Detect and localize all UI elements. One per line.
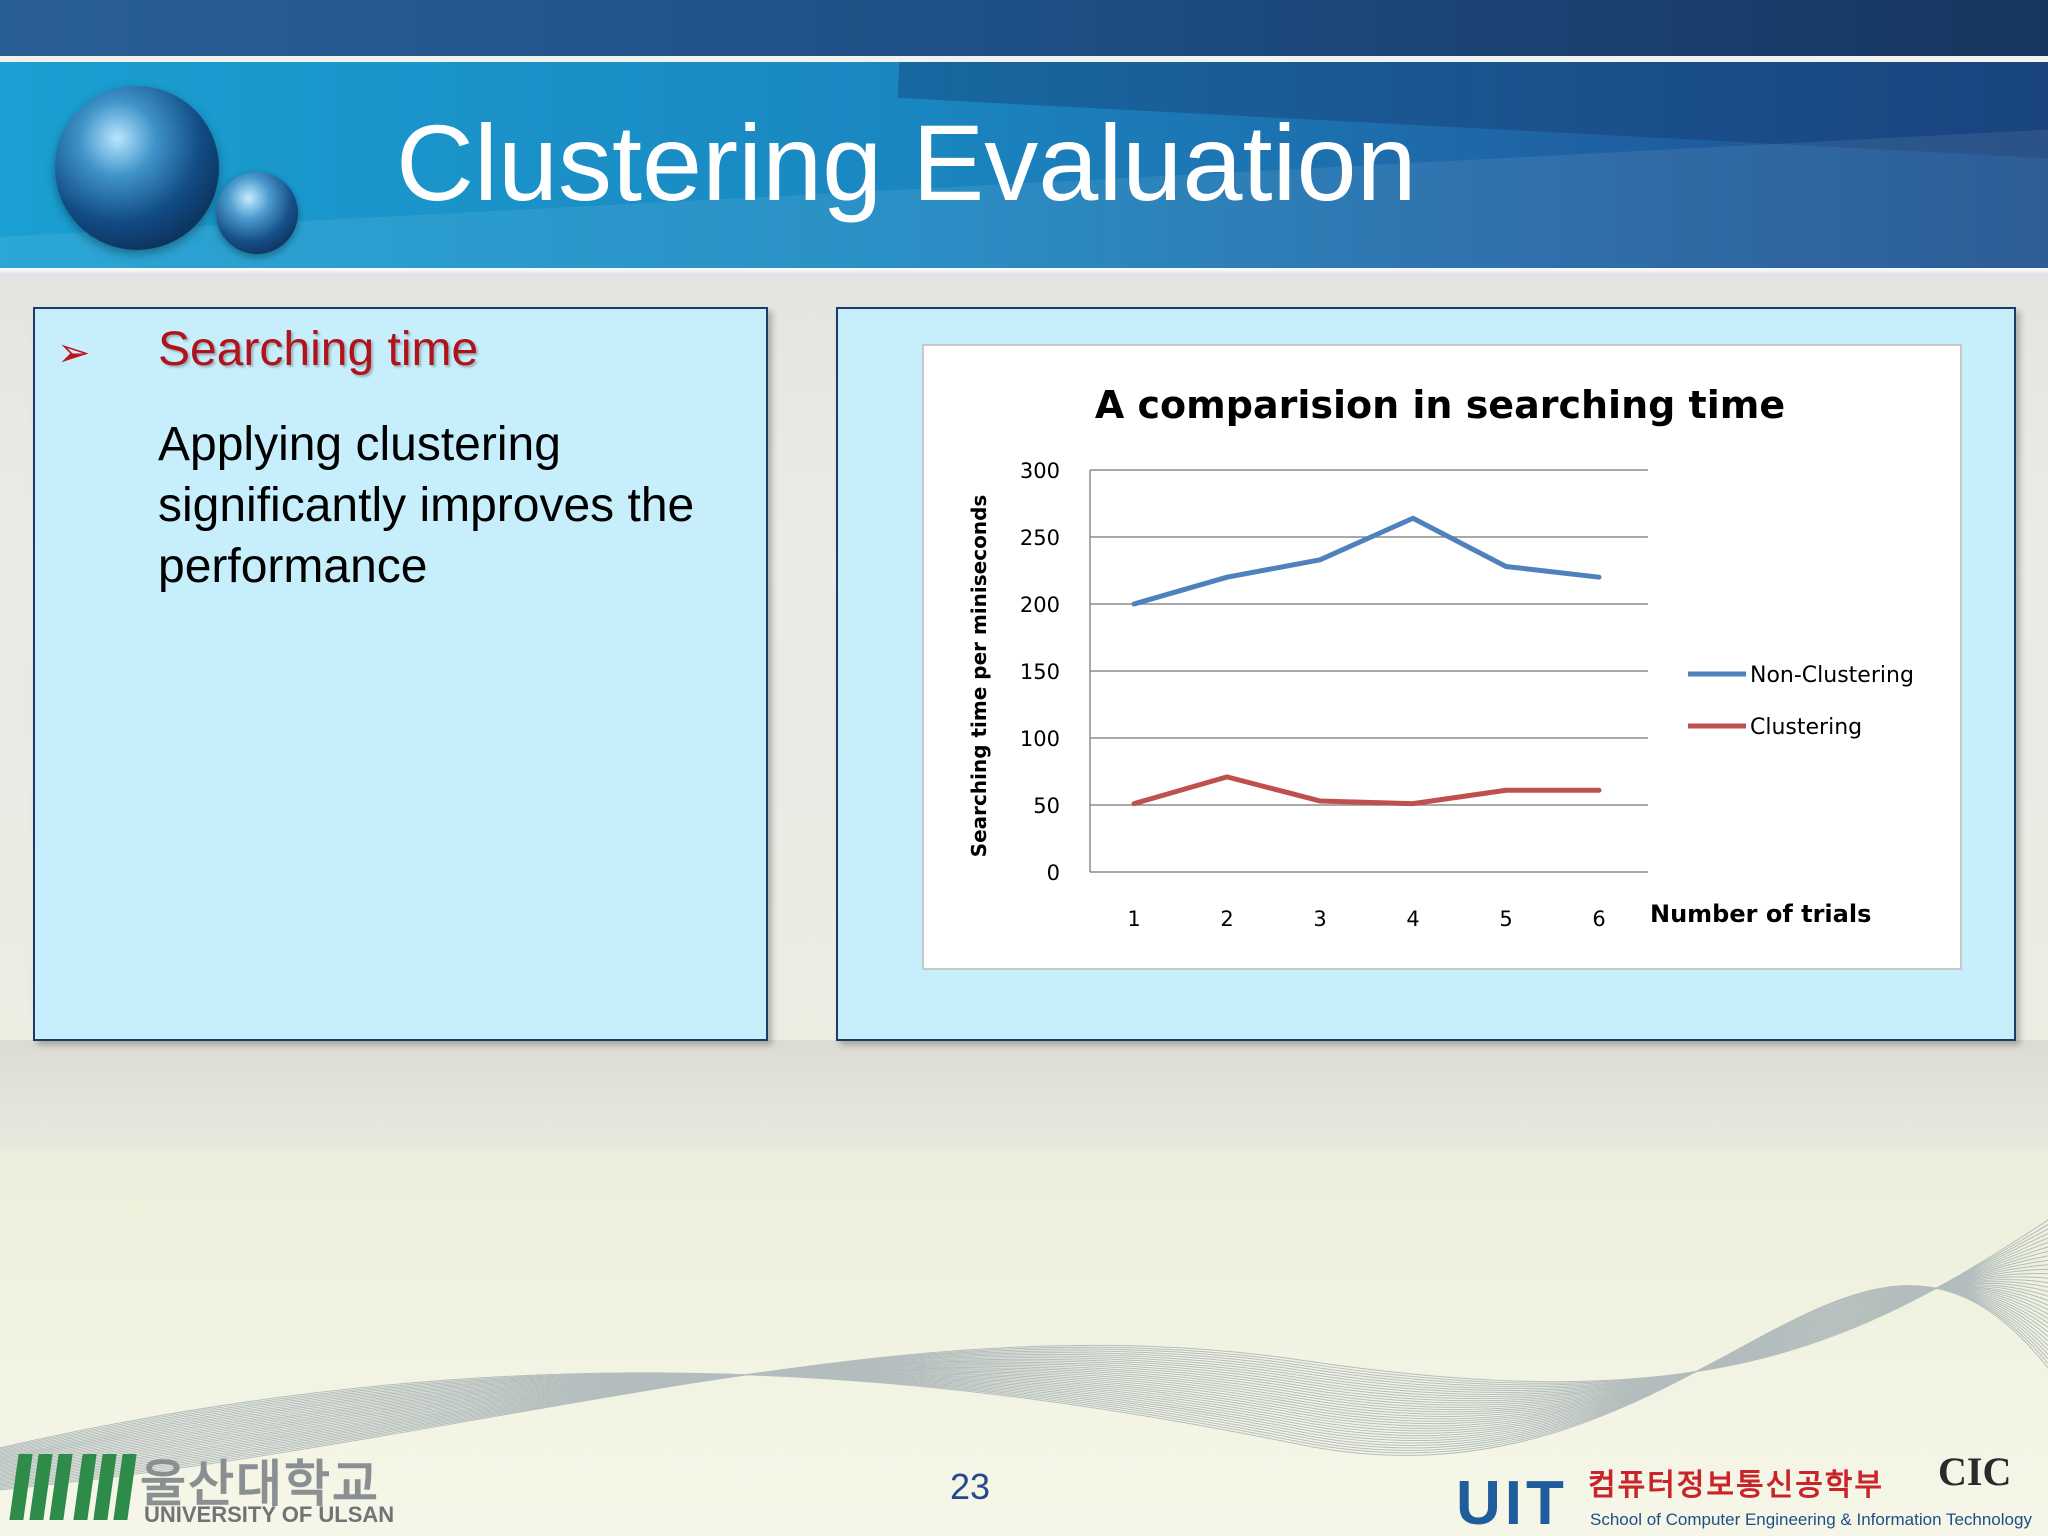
swoosh-line [0,1284,2048,1469]
swoosh-line [0,1286,2048,1467]
swoosh-line [0,1286,2048,1454]
page-number: 23 [950,1466,991,1507]
legend-label: Non-Clustering [1750,663,1914,688]
y-tick-label: 300 [1020,459,1060,483]
bullet-body-text: Applying clustering significantly improv… [158,418,695,593]
swoosh-line [0,1287,2048,1464]
uit-letters: UIT [1456,1469,1568,1536]
swoosh-line [0,1286,2048,1451]
swoosh-line [0,1286,2048,1453]
swoosh-line [0,1286,2048,1465]
swoosh-line [0,1276,2048,1474]
x-tick-label: 6 [1592,907,1605,931]
swoosh-line [0,1287,2048,1456]
chart-frame: A comparision in searching time Searchin… [922,344,1962,970]
y-tick-label: 0 [1047,861,1060,885]
background-trees [0,1040,2048,1150]
y-tick-label: 100 [1020,727,1060,751]
swoosh-line [0,1255,2048,1481]
x-tick-label: 1 [1127,907,1140,931]
university-of-ulsan-logo: 울산대학교 UNIVERSITY OF ULSAN [9,1446,432,1532]
swoosh-line [0,1273,2048,1476]
chart-title: A comparision in searching time [1095,383,1785,427]
swoosh-line [0,1232,2048,1487]
swoosh-line [0,1285,2048,1468]
uit-korean-name: 컴퓨터정보통신공학부 [1588,1468,1884,1503]
y-tick-label: 250 [1020,526,1060,550]
x-axis-label: Number of trials [1650,900,1871,928]
cic-mark: CIC [1938,1449,2012,1494]
swoosh-line [0,1287,2048,1458]
ulsan-bars-icon [9,1454,137,1520]
uit-english-name: School of Computer Engineering & Informa… [1590,1510,2032,1529]
series-line [1131,774,1602,807]
small-globe-icon [216,172,298,254]
swoosh-line [0,1287,2048,1462]
slide-title: Clustering Evaluation [396,102,1417,223]
header-top-strip [0,0,2048,56]
x-tick-label: 5 [1499,907,1512,931]
swoosh-line [0,1282,2048,1471]
swoosh-line [0,1285,2048,1456]
swoosh-line [0,1228,2048,1488]
swoosh-line [0,1241,2048,1485]
swoosh-line [0,1246,2048,1483]
swoosh-line [0,1264,2048,1478]
swoosh-line [0,1287,2048,1459]
line-chart: A comparision in searching time Searchin… [967,383,1914,931]
swoosh-line [0,1287,2048,1463]
swoosh-line [0,1287,2048,1460]
swoosh-line [0,1285,2048,1454]
ulsan-korean-name: 울산대학교 [140,1455,380,1513]
y-axis-label: Searching time per miniseconds [967,495,991,858]
decorative-swoosh [0,1219,2048,1491]
header-rule [0,268,2048,276]
x-tick-label: 4 [1406,907,1419,931]
swoosh-line [0,1281,2048,1472]
x-tick-label: 2 [1220,907,1233,931]
series-line [1131,515,1602,607]
header-band [0,62,2048,268]
text-panel [33,307,768,1041]
swoosh-line [0,1219,2048,1491]
y-tick-label: 150 [1020,660,1060,684]
arrow-bullet-icon: ➢ [57,330,91,376]
swoosh-line [0,1224,2048,1490]
y-tick-label: 50 [1033,794,1060,818]
swoosh-line [0,1279,2048,1473]
swoosh-line [0,1287,2048,1455]
globe-icon [55,86,219,250]
swoosh-line [0,1259,2048,1479]
y-tick-label: 200 [1020,593,1060,617]
ulsan-english-name: UNIVERSITY OF ULSAN [144,1502,395,1527]
legend-label: Clustering [1750,715,1862,740]
swoosh-line [0,1250,2048,1482]
swoosh-line [0,1268,2048,1477]
background-grass [0,1150,2048,1536]
x-tick-label: 3 [1313,907,1326,931]
swoosh-line [0,1237,2048,1486]
uit-logo: UIT 컴퓨터정보통신공학부 School of Computer Engine… [1454,1448,2048,1536]
bullet-heading: Searching time [158,323,479,376]
